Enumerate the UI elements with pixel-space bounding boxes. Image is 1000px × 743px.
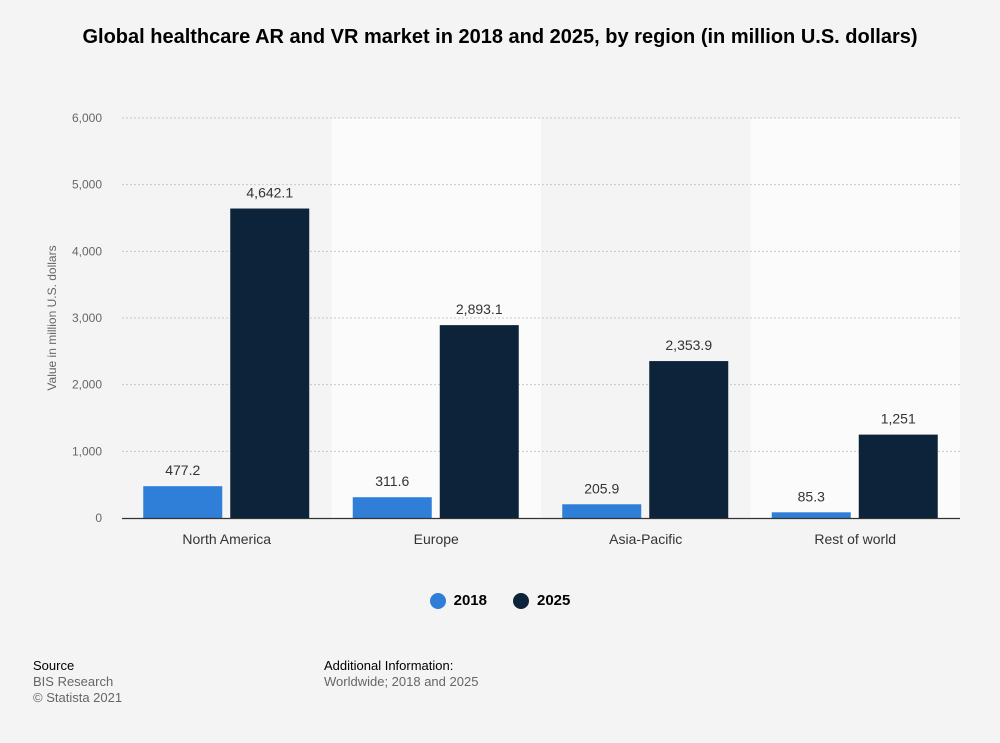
bar-2025[interactable] (230, 208, 310, 518)
y-tick-label: 6,000 (72, 111, 102, 125)
y-tick-label: 5,000 (72, 178, 102, 192)
x-tick-label: North America (182, 531, 271, 547)
legend-label-2018: 2018 (453, 592, 487, 609)
additional-info-block: Additional Information: Worldwide; 2018 … (324, 658, 478, 690)
bar-2018[interactable] (562, 504, 642, 518)
y-tick-label: 0 (95, 511, 102, 525)
data-label: 2,353.9 (665, 337, 712, 353)
bar-2018[interactable] (143, 486, 223, 518)
legend-marker-2018 (429, 592, 446, 609)
y-tick-label: 3,000 (72, 311, 102, 325)
bar-2025[interactable] (439, 325, 519, 518)
additional-info-text: Worldwide; 2018 and 2025 (324, 674, 479, 689)
legend-label-2025: 2025 (537, 592, 571, 609)
data-label: 1,251 (881, 411, 916, 427)
data-label: 311.6 (375, 473, 409, 489)
data-label: 4,642.1 (246, 185, 293, 201)
data-label: 85.3 (798, 488, 825, 504)
y-tick-label: 4,000 (72, 244, 102, 258)
data-label: 2,893.1 (456, 301, 503, 317)
data-label: 477.2 (165, 462, 200, 478)
x-tick-label: Europe (414, 531, 459, 547)
source-name[interactable]: BIS Research (33, 674, 114, 689)
y-tick-label: 2,000 (72, 378, 102, 392)
legend-item-2018[interactable]: 2018 (429, 592, 487, 609)
source-block: Source BIS Research © Statista 2021 (33, 658, 122, 706)
legend-item-2025[interactable]: 2025 (513, 592, 570, 609)
x-tick-label: Asia-Pacific (609, 531, 682, 547)
chart-title: Global healthcare AR and VR market in 20… (82, 26, 918, 48)
y-axis-label: Value in million U.S. dollars (45, 245, 59, 390)
y-tick-label: 1,000 (72, 444, 102, 458)
x-tick-label: Rest of world (814, 531, 896, 547)
bar-2025[interactable] (858, 434, 938, 518)
bar-2025[interactable] (649, 361, 729, 518)
bar-2018[interactable] (771, 512, 851, 518)
copyright: © Statista 2021 (33, 690, 123, 705)
additional-info-heading: Additional Information: (324, 658, 454, 673)
data-label: 205.9 (584, 480, 619, 496)
bar-2018[interactable] (352, 497, 432, 518)
legend: 2018 2025 (0, 592, 1000, 609)
legend-marker-2025 (513, 592, 529, 609)
source-heading: Source (33, 658, 75, 673)
